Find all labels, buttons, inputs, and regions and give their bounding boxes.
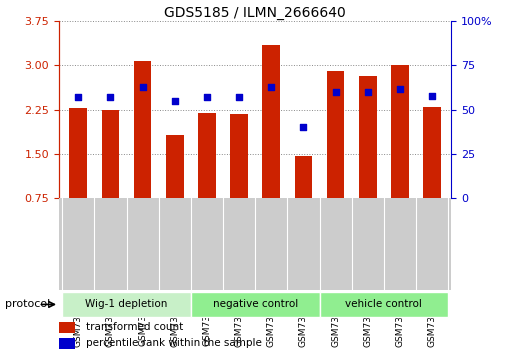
Text: protocol: protocol <box>5 299 50 309</box>
Bar <box>391 65 409 198</box>
Bar <box>62 292 191 317</box>
Point <box>364 89 372 95</box>
Bar <box>327 72 345 198</box>
Bar <box>359 75 377 198</box>
Title: GDS5185 / ILMN_2666640: GDS5185 / ILMN_2666640 <box>164 6 346 20</box>
Bar <box>69 108 87 198</box>
Bar <box>294 156 312 198</box>
Bar <box>423 107 441 198</box>
Point <box>267 84 275 90</box>
Point <box>74 95 83 100</box>
Point <box>171 98 179 104</box>
Bar <box>263 45 280 198</box>
Bar <box>134 61 151 198</box>
Bar <box>166 135 184 198</box>
Bar <box>191 292 320 317</box>
Point <box>428 93 436 98</box>
Bar <box>320 292 448 317</box>
Bar <box>59 338 75 349</box>
Bar <box>198 113 216 198</box>
Point <box>300 125 308 130</box>
Point <box>396 86 404 91</box>
Point <box>331 89 340 95</box>
Point <box>235 95 243 100</box>
Bar <box>230 114 248 198</box>
Text: transformed count: transformed count <box>87 322 184 332</box>
Point <box>106 95 114 100</box>
Point <box>139 84 147 90</box>
Text: vehicle control: vehicle control <box>345 299 422 309</box>
Text: negative control: negative control <box>212 299 298 309</box>
Text: percentile rank within the sample: percentile rank within the sample <box>87 338 262 348</box>
Bar <box>59 322 75 333</box>
Bar <box>102 110 120 198</box>
Point <box>203 95 211 100</box>
Text: Wig-1 depletion: Wig-1 depletion <box>85 299 168 309</box>
